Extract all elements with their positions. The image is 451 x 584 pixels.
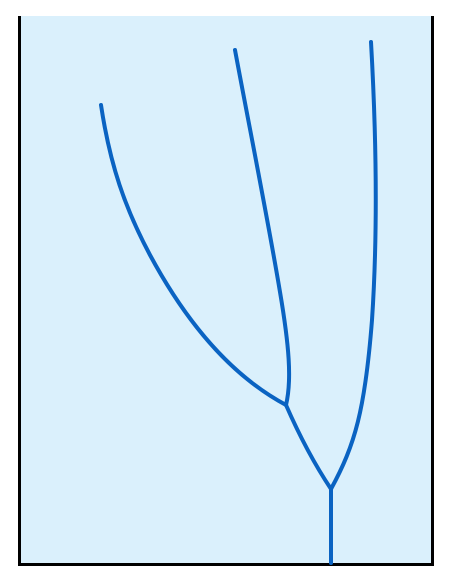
- right-branch: [329, 40, 378, 491]
- middle-branch: [233, 48, 292, 407]
- panel-background: [18, 16, 433, 564]
- left-branch: [99, 103, 288, 407]
- connector-branch: [284, 403, 333, 491]
